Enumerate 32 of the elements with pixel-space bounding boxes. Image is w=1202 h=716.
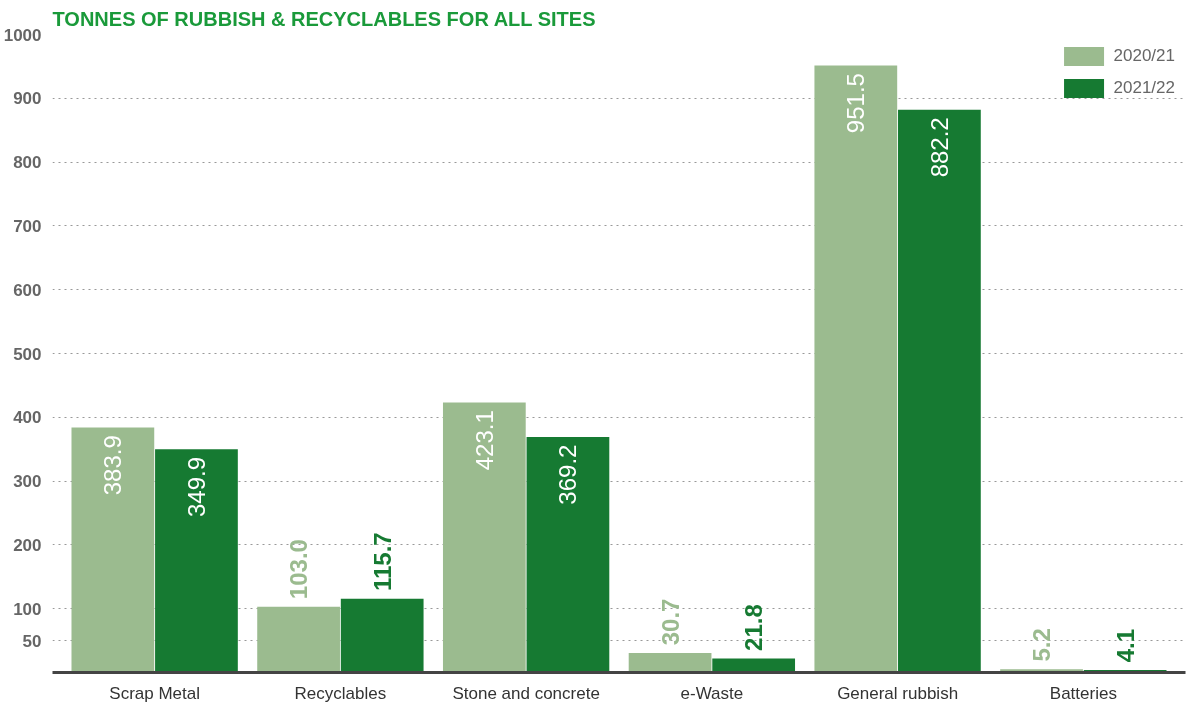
x-tick-label: Batteries: [1049, 683, 1117, 703]
text: 369.2: [554, 444, 582, 505]
text: 383.9: [99, 435, 127, 496]
text: 5.2: [1028, 628, 1056, 662]
text: 21.8: [740, 604, 768, 651]
x-tick-label: Recyclables: [294, 683, 387, 703]
y-tick-label: 1000: [3, 25, 42, 45]
legend-label: 2020/21: [1113, 46, 1175, 66]
legend-label: 2021/22: [1113, 78, 1175, 98]
y-tick-label: 800: [13, 153, 42, 173]
x-tick-label: e-Waste: [680, 683, 744, 703]
y-tick-label: 700: [13, 216, 42, 236]
text: 103.0: [285, 539, 313, 600]
text: 30.7: [656, 598, 684, 646]
text: 4.1: [1111, 628, 1139, 663]
text: 115.7: [368, 532, 396, 592]
text: 951.5: [842, 73, 870, 134]
text: 349.9: [182, 456, 210, 517]
y-tick-label: 50: [22, 631, 42, 651]
y-tick-label: 900: [13, 89, 42, 109]
y-tick-label: 500: [13, 344, 42, 364]
x-tick-label: Scrap Metal: [109, 683, 201, 703]
y-tick-label: 400: [13, 408, 42, 428]
y-tick-label: 200: [13, 535, 42, 555]
chart-title: TONNES OF RUBBISH & RECYCLABLES FOR ALL SITES: [52, 7, 596, 30]
text: 423.1: [470, 410, 498, 471]
y-tick-label: 300: [13, 472, 42, 492]
x-tick-label: Stone and concrete: [452, 683, 600, 703]
y-tick-label: 100: [13, 599, 42, 619]
x-tick-label: General rubbish: [837, 683, 959, 703]
y-tick-label: 600: [13, 280, 42, 300]
text: 882.2: [925, 117, 953, 178]
